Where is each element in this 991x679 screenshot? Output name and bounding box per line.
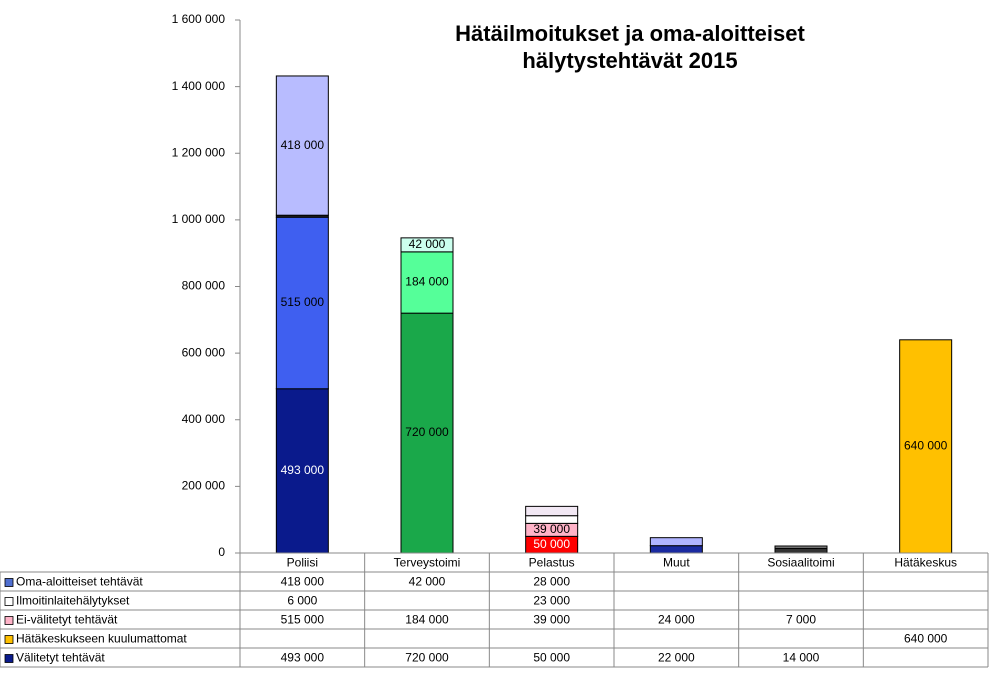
legend-label: Välitetyt tehtävät xyxy=(16,651,105,665)
y-tick-label: 1 000 000 xyxy=(172,212,226,226)
table-cell: 6 000 xyxy=(287,594,317,608)
table-cell: 50 000 xyxy=(533,651,570,665)
y-tick-label: 1 400 000 xyxy=(172,79,226,93)
table-cell: 22 000 xyxy=(658,651,695,665)
legend-key xyxy=(4,654,14,663)
table-cell: 14 000 xyxy=(783,651,820,665)
chart-title: Hätäilmoitukset ja oma-aloitteiset hälyt… xyxy=(455,21,805,73)
x-tick-label: Terveystoimi xyxy=(394,556,461,570)
bar-segment xyxy=(400,237,454,253)
x-tick-label: Hätäkeskus xyxy=(894,556,957,570)
y-tick-label: 1 600 000 xyxy=(172,12,226,26)
legend-key xyxy=(4,578,14,587)
bar-segment xyxy=(774,545,828,549)
table-cell: 42 000 xyxy=(409,575,446,589)
data-label: 720 000 xyxy=(405,425,449,439)
legend-key xyxy=(4,597,14,606)
x-tick-label: Poliisi xyxy=(287,556,318,570)
y-tick-label: 800 000 xyxy=(182,279,226,293)
bar-segment xyxy=(275,216,329,390)
table-cell: 184 000 xyxy=(405,613,449,627)
table-cell: 28 000 xyxy=(533,575,570,589)
data-label: 418 000 xyxy=(281,138,325,152)
table-cell: 640 000 xyxy=(904,632,948,646)
legend-label: Oma-aloitteiset tehtävät xyxy=(16,575,143,589)
data-label: 50 000 xyxy=(533,537,570,551)
y-tick-label: 600 000 xyxy=(182,345,226,359)
bar-segment xyxy=(525,505,579,517)
data-label: 42 000 xyxy=(409,237,446,251)
data-label: 493 000 xyxy=(281,463,325,477)
x-tick-label: Sosiaalitoimi xyxy=(767,556,834,570)
table-cell: 23 000 xyxy=(533,594,570,608)
bar-segment xyxy=(649,537,703,547)
table-cell: 24 000 xyxy=(658,613,695,627)
bar-segment xyxy=(400,251,454,314)
y-tick-label: 200 000 xyxy=(182,479,226,493)
legend-key xyxy=(4,616,14,625)
data-label: 184 000 xyxy=(405,275,449,289)
x-tick-label: Pelastus xyxy=(529,556,575,570)
table-cell: 39 000 xyxy=(533,613,570,627)
bar-segment xyxy=(525,515,579,524)
table-cell: 515 000 xyxy=(281,613,325,627)
bar-segment xyxy=(899,339,953,554)
bar-segment xyxy=(275,75,329,216)
data-label: 640 000 xyxy=(904,439,948,453)
legend-label: Ei-välitetyt tehtävät xyxy=(16,613,118,627)
y-tick-label: 0 xyxy=(218,545,225,559)
y-tick-label: 400 000 xyxy=(182,412,226,426)
bar-segment xyxy=(774,547,828,554)
legend-label: Hätäkeskukseen kuulumattomat xyxy=(16,632,187,646)
bar-segment xyxy=(649,545,703,554)
data-label: 39 000 xyxy=(533,522,570,536)
table-cell: 418 000 xyxy=(281,575,325,589)
table-cell: 7 000 xyxy=(786,613,816,627)
table-cell: 493 000 xyxy=(281,651,325,665)
legend-label: Ilmoitinlaitehälytykset xyxy=(16,594,130,608)
x-tick-label: Muut xyxy=(663,556,690,570)
data-label: 515 000 xyxy=(281,295,325,309)
table-cell: 720 000 xyxy=(405,651,449,665)
y-tick-label: 1 200 000 xyxy=(172,145,226,159)
legend-key xyxy=(4,635,14,644)
